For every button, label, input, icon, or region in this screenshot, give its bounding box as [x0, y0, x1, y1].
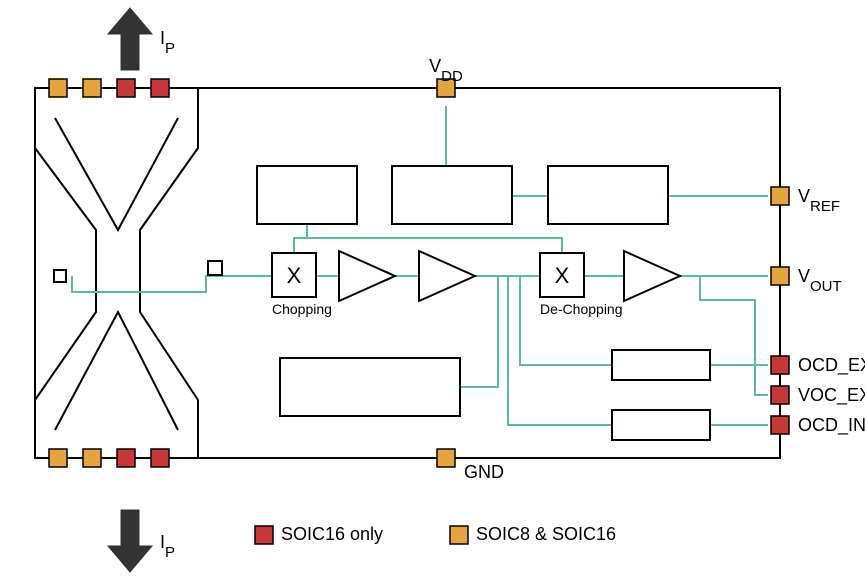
- amp1: [339, 251, 395, 301]
- svg-text:SOIC16 only: SOIC16 only: [281, 524, 383, 544]
- svg-text:VDD: VDD: [429, 56, 463, 85]
- svg-text:VOUT: VOUT: [798, 266, 842, 295]
- current-arrow: [108, 8, 152, 70]
- top-pin-3: [151, 79, 169, 97]
- current-arrow: [108, 510, 152, 572]
- bot-pin-2: [117, 449, 135, 467]
- svg-text:X: X: [287, 263, 302, 288]
- top-pin-0: [49, 79, 67, 97]
- svg-text:IP: IP: [160, 532, 175, 561]
- svg-text:X: X: [555, 263, 570, 288]
- svg-text:SOIC8 & SOIC16: SOIC8 & SOIC16: [476, 524, 616, 544]
- gnd-pin: [437, 449, 455, 467]
- top-pin-1: [83, 79, 101, 97]
- signal-wire: [460, 276, 498, 387]
- legend-item-0: SOIC16 only: [255, 524, 383, 544]
- top-pin-2: [117, 79, 135, 97]
- dechopping-label: De-Chopping: [540, 301, 623, 317]
- amp3: [624, 251, 680, 301]
- svg-text:VOC_EXT: VOC_EXT: [798, 385, 865, 406]
- svg-text:OCD_INT: OCD_INT: [798, 415, 865, 436]
- signal-wire: [72, 276, 272, 292]
- bot-pin-3: [151, 449, 169, 467]
- amp2: [419, 251, 475, 301]
- right-pin-1: [771, 267, 789, 285]
- right-pin-2: [771, 356, 789, 374]
- bot-pin-1: [83, 449, 101, 467]
- svg-text:OCD_EXT: OCD_EXT: [798, 355, 865, 376]
- legend-item-1: SOIC8 & SOIC16: [450, 524, 616, 544]
- svg-text:VREF: VREF: [798, 186, 840, 215]
- signal-wire: [508, 276, 612, 425]
- chopping-label: Chopping: [272, 301, 332, 317]
- signal-wire: [294, 238, 562, 253]
- svg-text:IP: IP: [160, 28, 175, 57]
- right-pin-4: [771, 416, 789, 434]
- svg-text:GND: GND: [464, 462, 504, 482]
- right-pin-0: [771, 187, 789, 205]
- bot-pin-0: [49, 449, 67, 467]
- right-pin-3: [771, 386, 789, 404]
